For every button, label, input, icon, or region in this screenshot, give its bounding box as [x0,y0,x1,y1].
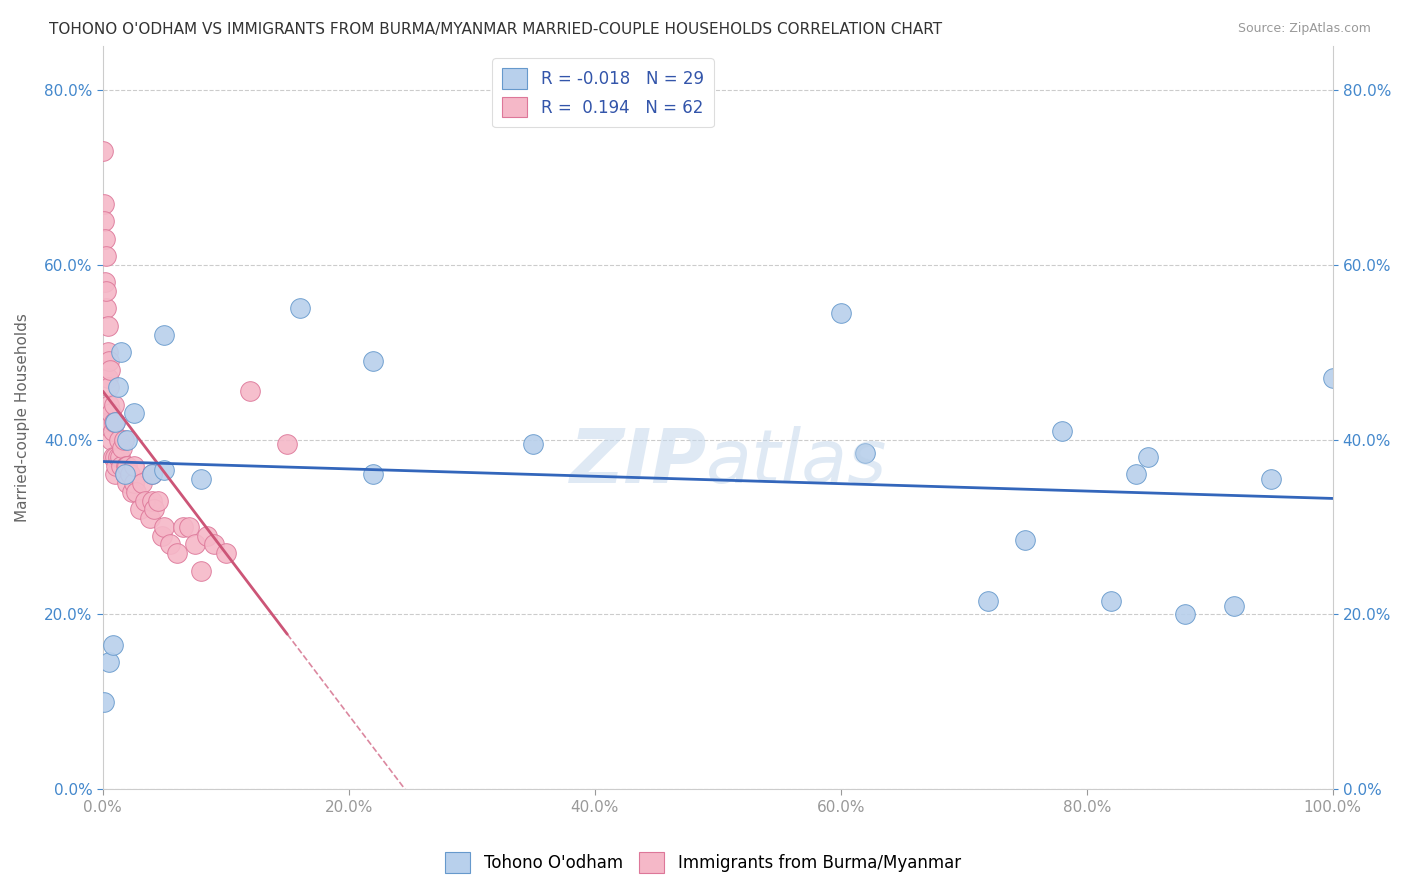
Point [121,485,143,500]
Point [143,502,166,516]
Point [1174,607,1197,622]
Point [117,476,139,491]
Point [96,249,118,263]
Point [141,467,163,482]
Text: atlas: atlas [706,426,887,499]
Point [190,472,212,486]
Point [1137,450,1160,464]
Point [93,695,115,709]
Point [1322,371,1344,385]
Legend: R = -0.018   N = 29, R =  0.194   N = 62: R = -0.018 N = 29, R = 0.194 N = 62 [492,58,714,128]
Point [276,437,298,451]
Point [96,301,118,316]
Point [122,458,145,473]
Point [117,458,139,473]
Point [1014,533,1036,547]
Point [122,406,145,420]
Point [100,433,122,447]
Point [97,318,120,333]
Point [107,380,129,394]
Point [93,196,115,211]
Point [101,424,124,438]
Point [108,450,131,464]
Point [184,537,207,551]
Point [190,564,212,578]
Point [104,450,127,464]
Point [153,327,176,342]
Point [153,463,176,477]
Point [177,520,200,534]
Point [107,433,129,447]
Point [118,467,141,482]
Point [112,433,135,447]
Point [97,380,120,394]
Legend: Tohono O'odham, Immigrants from Burma/Myanmar: Tohono O'odham, Immigrants from Burma/My… [439,846,967,880]
Point [195,529,218,543]
Point [97,345,120,359]
Point [977,594,1000,608]
Point [146,493,169,508]
Point [103,398,125,412]
Point [98,415,121,429]
Point [105,458,128,473]
Point [153,520,176,534]
Point [128,502,150,516]
Text: TOHONO O'ODHAM VS IMMIGRANTS FROM BURMA/MYANMAR MARRIED-COUPLE HOUSEHOLDS CORREL: TOHONO O'ODHAM VS IMMIGRANTS FROM BURMA/… [49,22,942,37]
Point [107,450,129,464]
Point [150,529,173,543]
Point [172,520,194,534]
Point [363,354,385,368]
Point [97,398,120,412]
Point [1050,424,1073,438]
Point [122,476,145,491]
Point [104,415,127,429]
Point [1223,599,1246,613]
Point [115,458,138,473]
Point [830,306,852,320]
Point [97,371,120,385]
Point [104,467,127,482]
Y-axis label: Married-couple Households: Married-couple Households [15,313,30,522]
Point [97,656,120,670]
Point [215,546,238,560]
Text: Source: ZipAtlas.com: Source: ZipAtlas.com [1237,22,1371,36]
Point [288,301,311,316]
Point [1125,467,1147,482]
Point [125,485,148,500]
Point [110,458,132,473]
Point [522,437,544,451]
Point [159,537,181,551]
Point [94,231,117,245]
Point [110,345,132,359]
Point [101,450,124,464]
Point [141,467,163,482]
Point [101,638,124,652]
Text: ZIP: ZIP [571,425,707,499]
Point [166,546,188,560]
Point [93,214,115,228]
Point [363,467,385,482]
Point [114,467,136,482]
Point [239,384,262,399]
Point [111,442,134,456]
Point [1099,594,1122,608]
Point [96,284,118,298]
Point [134,493,156,508]
Point [98,362,121,376]
Point [202,537,225,551]
Point [94,275,117,289]
Point [103,415,125,429]
Point [141,493,163,508]
Point [100,406,122,420]
Point [1260,472,1282,486]
Point [117,433,139,447]
Point [114,467,136,482]
Point [93,144,115,158]
Point [131,476,153,491]
Point [97,354,120,368]
Point [138,511,160,525]
Point [104,415,127,429]
Point [853,445,876,459]
